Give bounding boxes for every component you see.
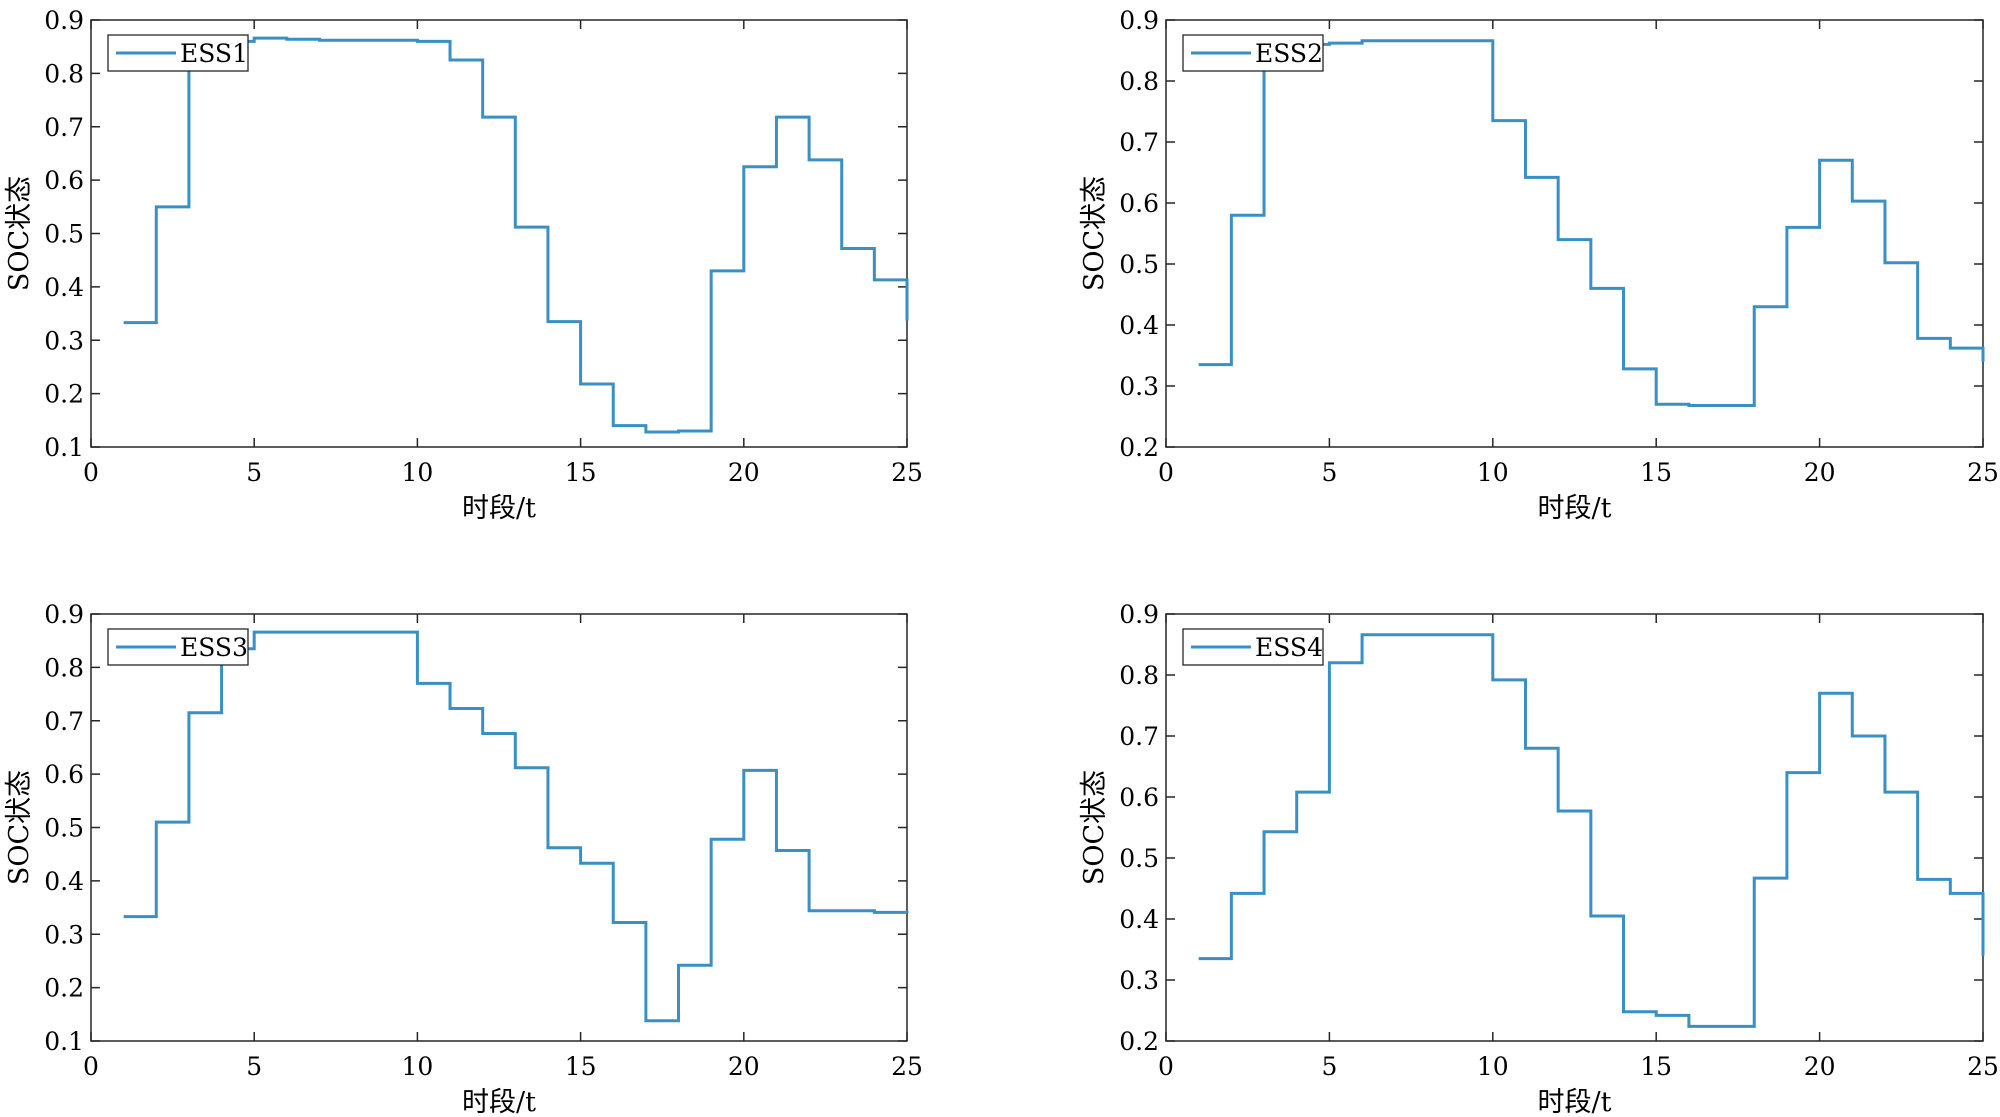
y-tick-label: 0.2 [44,380,84,409]
y-tick-label: 0.3 [1119,966,1159,995]
x-tick-label: 5 [246,1052,262,1081]
x-tick-label: 20 [1804,458,1836,487]
y-tick-label: 0.4 [44,867,84,896]
legend-label: ESS3 [180,633,248,662]
y-tick-label: 0.9 [1119,6,1159,35]
x-tick-label: 15 [1640,1052,1672,1081]
y-tick-label: 0.2 [1119,433,1159,462]
y-tick-label: 0.4 [1119,311,1159,340]
y-tick-label: 0.6 [44,166,84,195]
y-tick-label: 0.6 [1119,783,1159,812]
x-tick-label: 25 [1967,458,1999,487]
legend-label: ESS1 [180,39,248,68]
legend-label: ESS2 [1255,39,1323,68]
y-tick-label: 0.8 [1119,67,1159,96]
y-tick-label: 0.5 [44,220,84,249]
y-axis-label: SOC状态 [4,770,35,885]
x-tick-label: 15 [1640,458,1672,487]
y-tick-label: 0.9 [44,600,84,629]
x-tick-label: 0 [1158,1052,1174,1081]
x-tick-label: 15 [565,458,597,487]
x-axis-label: 时段/t [1538,1087,1612,1117]
y-tick-label: 0.9 [1119,600,1159,629]
y-tick-label: 0.4 [44,273,84,302]
x-tick-label: 5 [246,458,262,487]
y-tick-label: 0.7 [1119,128,1159,157]
y-tick-label: 0.8 [44,59,84,88]
x-tick-label: 20 [1804,1052,1836,1081]
y-tick-label: 0.1 [44,433,84,462]
y-tick-label: 0.8 [1119,661,1159,690]
y-tick-label: 0.3 [44,326,84,355]
series-line-ess1 [123,36,909,434]
y-tick-label: 0.5 [1119,844,1159,873]
y-tick-label: 0.3 [44,920,84,949]
legend-label: ESS4 [1255,633,1323,662]
x-tick-label: 15 [565,1052,597,1081]
y-tick-label: 0.3 [1119,372,1159,401]
x-tick-label: 20 [728,458,760,487]
y-tick-label: 0.4 [1119,905,1159,934]
y-tick-label: 0.7 [1119,722,1159,751]
x-tick-label: 0 [1158,458,1174,487]
x-tick-label: 10 [401,458,433,487]
y-tick-label: 0.1 [44,1027,84,1056]
y-tick-label: 0.5 [1119,250,1159,279]
x-tick-label: 5 [1321,1052,1337,1081]
x-axis-label: 时段/t [1538,493,1612,524]
x-tick-label: 10 [1477,1052,1509,1081]
y-tick-label: 0.7 [44,113,84,142]
series-line-ess2 [1198,39,1985,408]
x-tick-label: 25 [1967,1052,1999,1081]
x-tick-label: 10 [401,1052,433,1081]
series-line-ess4 [1198,633,1985,1028]
x-axis-label: 时段/t [462,1087,536,1117]
x-tick-label: 0 [83,458,99,487]
y-axis-label: SOC状态 [1079,770,1110,885]
y-axis-label: SOC状态 [1079,176,1110,291]
y-tick-label: 0.6 [1119,189,1159,218]
x-tick-label: 0 [83,1052,99,1081]
x-axis-label: 时段/t [462,493,536,524]
y-tick-label: 0.7 [44,707,84,736]
axes-frame [1165,19,1984,448]
y-tick-label: 0.8 [44,653,84,682]
y-tick-label: 0.2 [44,974,84,1003]
x-tick-label: 20 [728,1052,760,1081]
x-tick-label: 25 [891,458,923,487]
y-tick-label: 0.6 [44,760,84,789]
x-tick-label: 5 [1321,458,1337,487]
x-tick-label: 25 [891,1052,923,1081]
axes-frame [1165,613,1984,1042]
y-tick-label: 0.2 [1119,1027,1159,1056]
y-tick-label: 0.9 [44,6,84,35]
x-tick-label: 10 [1477,458,1509,487]
y-tick-label: 0.5 [44,814,84,843]
series-line-ess3 [123,630,909,1023]
y-axis-label: SOC状态 [4,176,35,291]
